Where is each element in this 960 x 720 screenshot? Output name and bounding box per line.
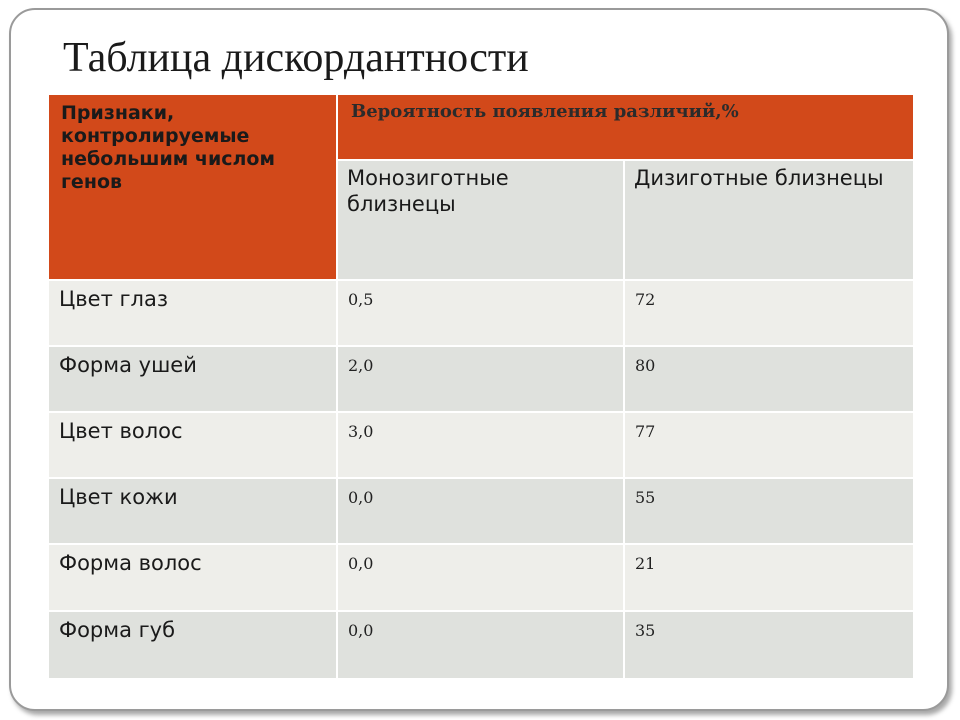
mono-value: 3,0 [348, 422, 374, 441]
trait-label: Цвет глаз [59, 287, 168, 311]
table-row-cell: 0,0 [337, 478, 624, 544]
slide-title: Таблица дискордантности [63, 35, 529, 81]
mono-value: 2,0 [348, 356, 374, 375]
table-row-cell: 0,0 [337, 611, 624, 678]
table-row-cell: Форма губ [49, 611, 337, 678]
table-row-cell: Цвет глаз [49, 280, 337, 346]
trait-label: Форма губ [59, 618, 176, 642]
row-divider [49, 477, 913, 479]
table-row-cell: 77 [624, 412, 913, 478]
di-value: 21 [635, 554, 656, 573]
mono-value: 0,0 [348, 554, 374, 573]
table-row-cell: 3,0 [337, 412, 624, 478]
table-row-cell: 0,0 [337, 544, 624, 611]
row-divider [337, 159, 913, 161]
mono-value: 0,0 [348, 488, 374, 507]
header-probability-cell: Вероятность появления различий,% [337, 95, 913, 160]
header-mono-cell: Монозиготные близнецы [337, 160, 624, 280]
header-traits-cell: Признаки, контролируемые небольшим число… [49, 95, 337, 280]
row-divider [49, 610, 913, 612]
row-divider [49, 543, 913, 545]
table-row-cell: 2,0 [337, 346, 624, 412]
column-divider [336, 95, 338, 678]
table-row-cell: 72 [624, 280, 913, 346]
mono-value: 0,0 [348, 621, 374, 640]
trait-label: Форма волос [59, 551, 202, 575]
table-row-cell: 55 [624, 478, 913, 544]
row-divider [49, 411, 913, 413]
table-row-cell: 0,5 [337, 280, 624, 346]
header-mono-label: Монозиготные близнецы [347, 166, 509, 216]
di-value: 77 [635, 422, 656, 441]
di-value: 72 [635, 290, 656, 309]
table-row-cell: Цвет волос [49, 412, 337, 478]
di-value: 35 [635, 621, 656, 640]
row-divider [49, 279, 913, 281]
trait-label: Цвет кожи [59, 485, 178, 509]
table-row-cell: 35 [624, 611, 913, 678]
header-traits-label: Признаки, контролируемые небольшим число… [61, 102, 276, 193]
table-row-cell: 80 [624, 346, 913, 412]
header-di-label: Дизиготные близнецы [634, 166, 884, 190]
table-row-cell: Цвет кожи [49, 478, 337, 544]
trait-label: Форма ушей [59, 353, 197, 377]
di-value: 55 [635, 488, 656, 507]
di-value: 80 [635, 356, 656, 375]
table-row-cell: Форма волос [49, 544, 337, 611]
row-divider [49, 345, 913, 347]
discordance-table: Признаки, контролируемые небольшим число… [49, 95, 913, 678]
trait-label: Цвет волос [59, 419, 183, 443]
header-probability-label: Вероятность появления различий,% [351, 101, 739, 122]
mono-value: 0,5 [348, 290, 374, 309]
table-row-cell: Форма ушей [49, 346, 337, 412]
header-di-cell: Дизиготные близнецы [624, 160, 913, 280]
table-row-cell: 21 [624, 544, 913, 611]
column-divider [623, 159, 625, 678]
